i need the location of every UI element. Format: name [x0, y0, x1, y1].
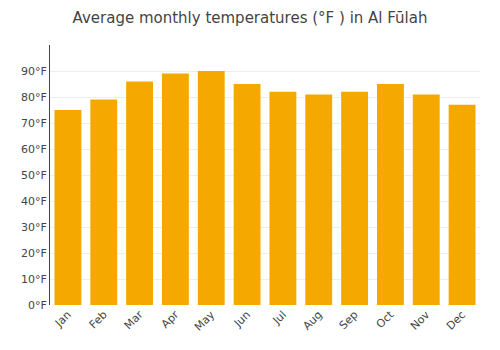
svg-text:40°F: 40°F [21, 195, 47, 208]
svg-text:May: May [192, 308, 218, 334]
svg-text:Oct: Oct [374, 308, 397, 331]
svg-text:Jun: Jun [231, 308, 253, 330]
svg-text:Jul: Jul [270, 308, 289, 327]
svg-text:50°F: 50°F [21, 169, 47, 182]
svg-text:60°F: 60°F [21, 143, 47, 156]
svg-text:30°F: 30°F [21, 221, 47, 234]
svg-text:Aug: Aug [300, 308, 324, 332]
svg-text:Sep: Sep [337, 308, 361, 332]
svg-text:Dec: Dec [444, 308, 468, 332]
svg-text:90°F: 90°F [21, 65, 47, 78]
svg-text:Nov: Nov [408, 308, 433, 333]
svg-text:Apr: Apr [159, 308, 182, 331]
svg-text:Feb: Feb [87, 308, 110, 331]
svg-text:10°F: 10°F [21, 273, 47, 286]
svg-text:20°F: 20°F [21, 247, 47, 260]
svg-text:0°F: 0°F [28, 299, 47, 312]
svg-text:70°F: 70°F [21, 117, 47, 130]
svg-text:Average monthly temperatures (: Average monthly temperatures (°F ) in Al… [73, 9, 428, 27]
svg-text:80°F: 80°F [21, 91, 47, 104]
svg-text:Mar: Mar [122, 308, 146, 332]
svg-text:Jan: Jan [52, 308, 74, 330]
